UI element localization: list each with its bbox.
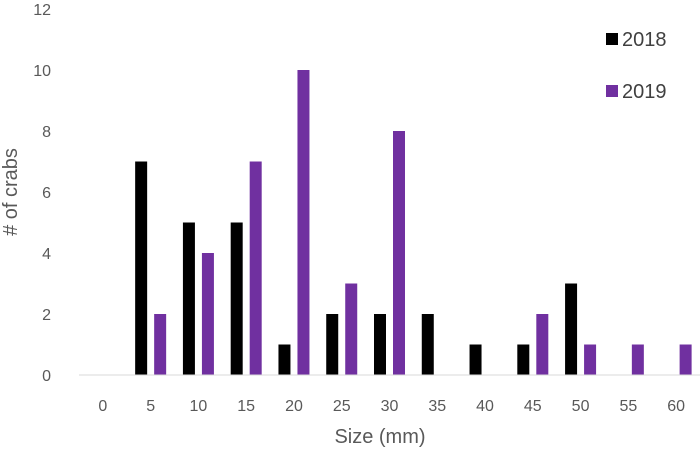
y-tick-label: 10 [33, 63, 51, 80]
legend-item-2019: 2019 [606, 81, 667, 103]
bar-2019-25 [345, 283, 358, 375]
bar-2018-45 [517, 344, 530, 375]
bar-2018-40 [469, 344, 482, 375]
bar-2018-50 [565, 283, 578, 375]
bar-2019-30 [393, 131, 405, 375]
bar-2018-25 [326, 314, 339, 375]
x-tick-label: 10 [190, 398, 208, 415]
y-tick-label: 6 [42, 185, 51, 202]
x-tick-label: 25 [333, 398, 351, 415]
x-axis-title: Size (mm) [334, 426, 425, 448]
legend: 2018 2019 [606, 29, 667, 103]
x-tick-label: 55 [619, 398, 637, 415]
bar-2019-55 [631, 344, 644, 375]
bars-group [135, 70, 692, 375]
bar-2018-10 [182, 222, 195, 375]
y-axis-title: # of crabs [0, 148, 22, 236]
legend-label-2018: 2018 [622, 29, 667, 51]
bar-2018-30 [374, 314, 386, 375]
y-tick-label: 0 [42, 368, 51, 385]
x-tick-label: 0 [98, 398, 107, 415]
bar-2019-10 [201, 253, 214, 375]
bar-2018-15 [230, 222, 243, 375]
x-tick-label: 45 [524, 398, 542, 415]
bar-2018-35 [421, 314, 434, 375]
legend-swatch-2019 [606, 85, 618, 97]
x-tick-label: 30 [381, 398, 399, 415]
bar-2019-5 [154, 314, 167, 375]
legend-item-2018: 2018 [606, 29, 667, 51]
bar-2019-50 [584, 344, 597, 375]
bar-2018-20 [278, 344, 291, 375]
bar-2019-15 [249, 161, 262, 375]
bar-2019-45 [536, 314, 549, 375]
x-tick-label: 60 [667, 398, 685, 415]
x-tick-label: 20 [285, 398, 303, 415]
legend-label-2019: 2019 [622, 81, 667, 103]
x-tick-label: 5 [146, 398, 155, 415]
bar-2019-60 [679, 344, 692, 375]
y-tick-label: 4 [42, 246, 51, 263]
bar-2019-20 [297, 70, 310, 375]
y-tick-label: 12 [33, 2, 51, 19]
bar-2018-5 [135, 161, 148, 375]
y-tick-label: 2 [42, 307, 51, 324]
y-tick-label: 8 [42, 124, 51, 141]
x-tick-label: 35 [428, 398, 446, 415]
x-tick-label: 50 [572, 398, 590, 415]
y-axis-ticks: 0 2 4 6 8 10 12 [33, 2, 51, 385]
x-tick-label: 40 [476, 398, 494, 415]
legend-swatch-2018 [606, 33, 618, 45]
x-axis-ticks: 0 5 10 15 20 25 30 35 40 45 50 55 60 [98, 398, 685, 415]
x-tick-label: 15 [237, 398, 255, 415]
